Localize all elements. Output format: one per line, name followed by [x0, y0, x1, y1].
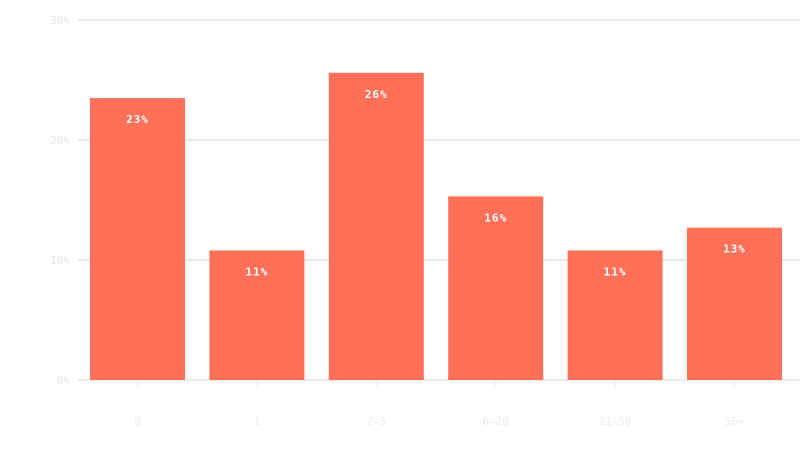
y-tick-label: 30% — [50, 14, 70, 27]
x-tick-label: 21–50 — [599, 415, 632, 428]
x-tick-label: 2–5 — [366, 415, 386, 428]
bar-50+ — [687, 227, 782, 380]
bar-0 — [90, 98, 185, 380]
bars: 23% 11% 26% 16% 11% 13% — [90, 72, 782, 381]
y-tick-label: 0% — [57, 374, 71, 387]
x-tick-label: 50+ — [725, 415, 745, 428]
x-axis-tick-labels: 0 1 2–5 6–20 21–50 50+ — [134, 380, 745, 428]
data-label: 13% — [723, 243, 746, 256]
x-tick-label: 0 — [134, 415, 141, 428]
data-label: 11% — [604, 265, 627, 278]
bar-21–50 — [567, 250, 663, 380]
data-label: 23% — [126, 113, 149, 126]
x-tick-label: 6–20 — [482, 415, 509, 428]
x-tick-label: 1 — [254, 415, 261, 428]
bar-2–5 — [328, 72, 424, 381]
data-label: 11% — [245, 265, 268, 278]
bar-1 — [209, 250, 305, 380]
y-gridlines: 0% 10% 20% 30% — [50, 14, 800, 387]
y-tick-label: 10% — [50, 254, 70, 267]
data-label: 26% — [365, 88, 388, 101]
y-tick-label: 20% — [50, 134, 70, 147]
data-label: 16% — [484, 211, 507, 224]
bar-6–20 — [448, 196, 544, 380]
